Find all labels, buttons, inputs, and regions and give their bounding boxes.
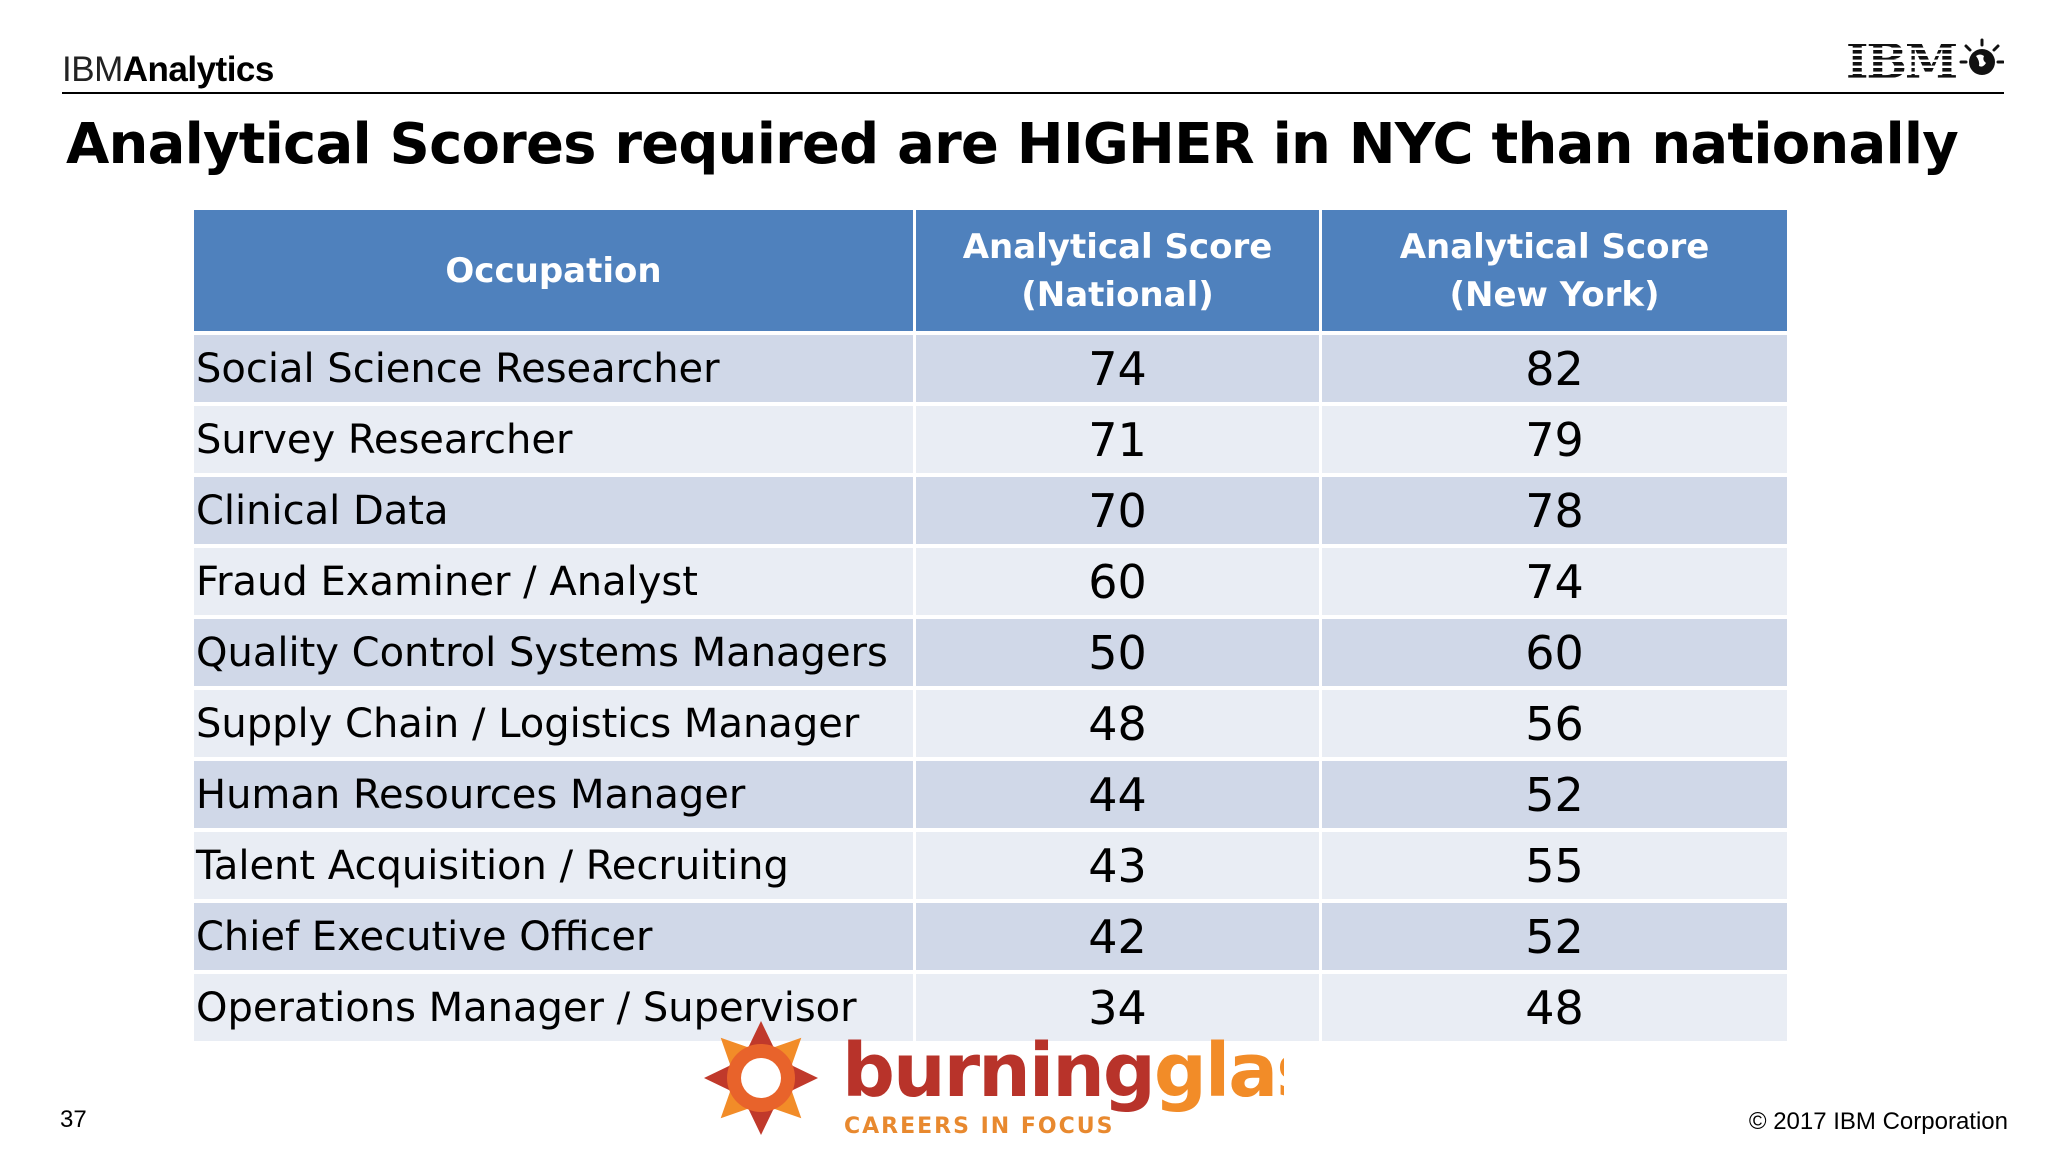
ibm-logo: IBM	[1846, 38, 2004, 86]
brand-wordmark: IBMAnalytics	[62, 50, 274, 90]
logo-word-burning: burning	[842, 1028, 1154, 1114]
new-york-score-cell: 60	[1322, 619, 1787, 686]
scores-table: Occupation Analytical Score (National) A…	[191, 206, 1790, 1045]
header-rule	[62, 92, 2004, 94]
occupation-cell: Quality Control Systems Managers	[194, 619, 913, 686]
table-row: Survey Researcher 71 79	[194, 406, 1787, 473]
svg-text:burningglass: burningglass	[842, 1028, 1284, 1114]
new-york-score-cell: 74	[1322, 548, 1787, 615]
burning-glass-logo: burningglass CAREERS IN FOCUS	[704, 1021, 1284, 1139]
new-york-score-cell: 52	[1322, 903, 1787, 970]
header-new-york-line2: (New York)	[1449, 274, 1660, 315]
occupation-cell: Social Science Researcher	[194, 335, 913, 402]
table-row: Social Science Researcher 74 82	[194, 335, 1787, 402]
national-score-cell: 43	[916, 832, 1319, 899]
new-york-score-cell: 82	[1322, 335, 1787, 402]
table-row: Talent Acquisition / Recruiting 43 55	[194, 832, 1787, 899]
occupation-cell: Supply Chain / Logistics Manager	[194, 690, 913, 757]
table-row: Operations Manager / Supervisor 34 48	[194, 974, 1787, 1041]
occupation-cell: Chief Executive Officer	[194, 903, 913, 970]
header-occupation: Occupation	[194, 210, 913, 331]
header-occupation-label: Occupation	[445, 250, 662, 291]
header-new-york-line1: Analytical Score	[1399, 226, 1710, 267]
national-score-cell: 44	[916, 761, 1319, 828]
occupation-cell: Fraud Examiner / Analyst	[194, 548, 913, 615]
table-row: Supply Chain / Logistics Manager 48 56	[194, 690, 1787, 757]
brand-prefix: IBM	[62, 50, 123, 89]
table-row: Quality Control Systems Managers 50 60	[194, 619, 1787, 686]
globe-icon	[1959, 38, 2004, 75]
logo-word-glass: glass	[1154, 1028, 1284, 1114]
table-row: Clinical Data 70 78	[194, 477, 1787, 544]
slide-title: Analytical Scores required are HIGHER in…	[66, 112, 1959, 177]
national-score-cell: 71	[916, 406, 1319, 473]
logo-tagline: CAREERS IN FOCUS	[844, 1114, 1114, 1139]
national-score-cell: 70	[916, 477, 1319, 544]
page-number: 37	[60, 1106, 87, 1133]
header-national: Analytical Score (National)	[916, 210, 1319, 331]
national-score-cell: 50	[916, 619, 1319, 686]
national-score-cell: 42	[916, 903, 1319, 970]
header-national-line2: (National)	[1021, 274, 1214, 315]
new-york-score-cell: 55	[1322, 832, 1787, 899]
national-score-cell: 34	[916, 974, 1319, 1041]
occupation-cell: Clinical Data	[194, 477, 913, 544]
copyright: © 2017 IBM Corporation	[1748, 1108, 2008, 1135]
national-score-cell: 48	[916, 690, 1319, 757]
ibm-logo-text: IBM	[1846, 38, 1956, 86]
national-score-cell: 60	[916, 548, 1319, 615]
sunburst-icon	[704, 1021, 818, 1135]
table-row: Human Resources Manager 44 52	[194, 761, 1787, 828]
occupation-cell: Talent Acquisition / Recruiting	[194, 832, 913, 899]
occupation-cell: Operations Manager / Supervisor	[194, 974, 913, 1041]
new-york-score-cell: 52	[1322, 761, 1787, 828]
header-national-line1: Analytical Score	[962, 226, 1273, 267]
table-row: Chief Executive Officer 42 52	[194, 903, 1787, 970]
new-york-score-cell: 78	[1322, 477, 1787, 544]
table-header-row: Occupation Analytical Score (National) A…	[194, 210, 1787, 331]
header-new-york: Analytical Score (New York)	[1322, 210, 1787, 331]
occupation-cell: Human Resources Manager	[194, 761, 913, 828]
occupation-cell: Survey Researcher	[194, 406, 913, 473]
new-york-score-cell: 79	[1322, 406, 1787, 473]
new-york-score-cell: 56	[1322, 690, 1787, 757]
new-york-score-cell: 48	[1322, 974, 1787, 1041]
table-row: Fraud Examiner / Analyst 60 74	[194, 548, 1787, 615]
national-score-cell: 74	[916, 335, 1319, 402]
brand-name: Analytics	[122, 50, 275, 89]
